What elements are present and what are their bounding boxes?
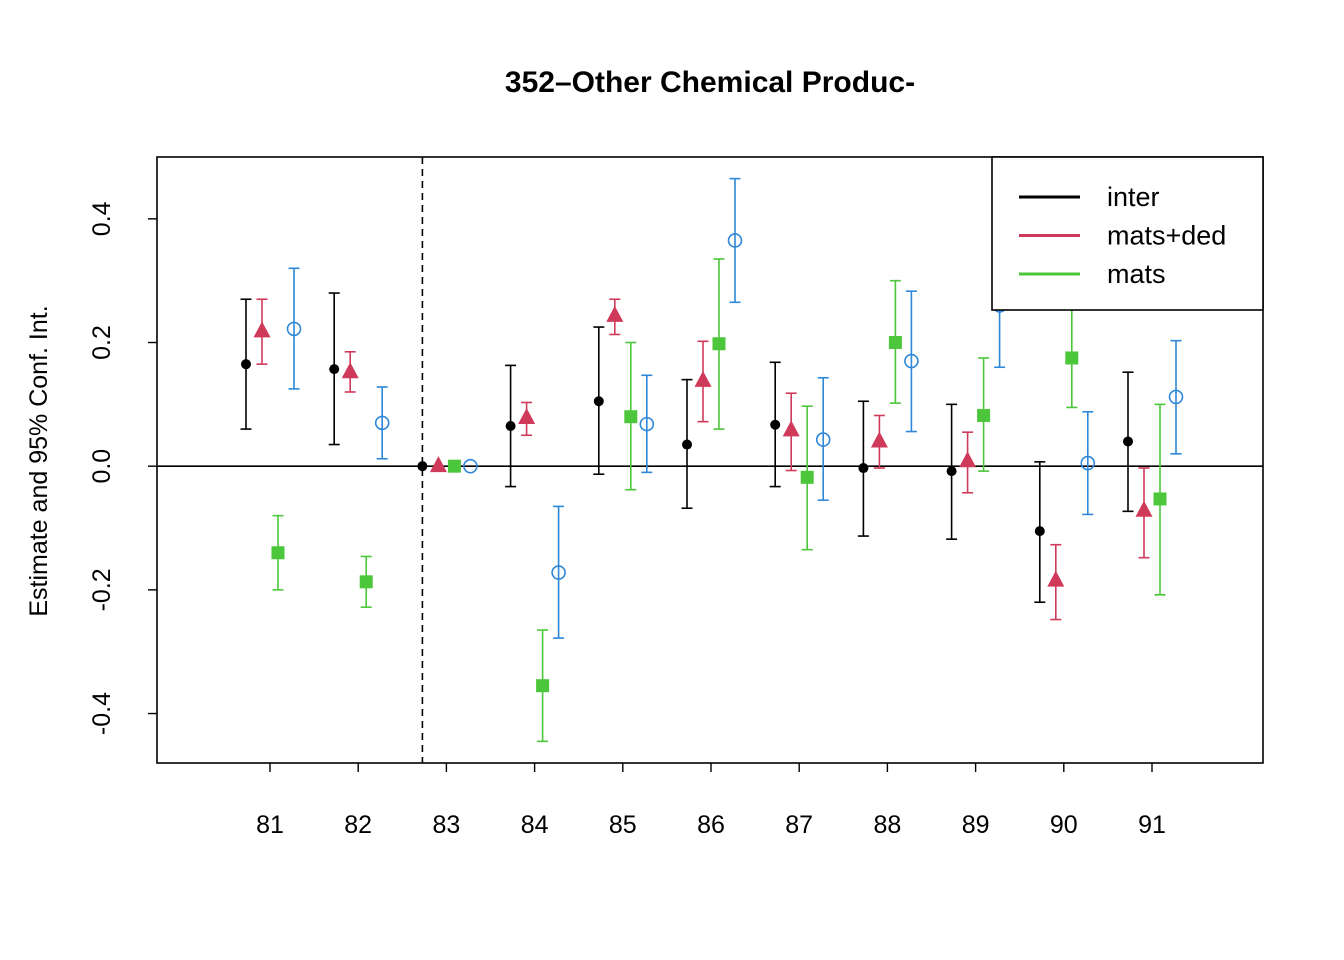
point [518,407,536,424]
x-axis: 81 82 83 84 85 86 87 88 89 90 91 [256,763,1166,839]
point [624,410,638,424]
point [1047,570,1065,587]
error-bar [641,374,653,474]
point [959,451,977,468]
point [888,336,902,350]
legend-label: mats [1107,259,1166,289]
point [286,321,302,337]
point [271,546,285,560]
legend: inter mats+ded mats [991,156,1264,311]
plot-marks [240,177,1184,743]
point [606,305,624,322]
error-bar [817,376,829,501]
point [712,337,726,351]
x-tick-label: 85 [609,811,637,839]
point [770,419,781,430]
legend-box [991,156,1264,311]
point [505,420,516,431]
point [815,432,831,447]
error-bar [729,177,741,304]
point [694,370,712,387]
point [800,470,814,484]
y-axis: -0.4 -0.2 0.0 0.2 0.4 [88,201,157,735]
point [417,461,428,472]
x-tick-label: 84 [521,811,549,839]
x-tick-label: 89 [962,811,990,839]
point [904,353,919,369]
point [946,466,957,477]
x-tick-label: 87 [785,811,813,839]
point [1080,455,1096,471]
error-bar [376,386,388,460]
point [727,233,743,248]
y-tick-label: 0.4 [88,201,116,236]
point [593,396,604,407]
point [1135,500,1153,517]
reference-lines [157,157,1263,763]
x-tick-label: 83 [432,811,460,839]
x-tick-label: 86 [697,811,725,839]
y-tick-label: -0.4 [88,692,116,735]
x-tick-label: 88 [873,811,901,839]
legend-label: inter [1107,182,1160,212]
y-axis-label: Estimate and 95% Conf. Int. [25,305,53,616]
point [977,408,991,422]
point [359,575,373,589]
point [858,463,869,474]
point [682,439,692,450]
point [1123,436,1133,447]
series-0 [240,292,1134,604]
point [1168,389,1184,405]
error-bar [553,505,565,639]
y-tick-label: 0.2 [88,325,116,360]
point [551,565,566,580]
x-tick-label: 82 [344,811,372,839]
point [536,679,550,693]
point [1153,492,1167,506]
chart-title: 352–Other Chemical Produc- [505,66,915,99]
point [241,359,251,370]
point [639,416,655,432]
series-1 [253,298,1153,621]
series-3 [286,177,1184,639]
error-bar [1082,410,1094,516]
series-2 [271,258,1167,743]
point [429,456,447,473]
point [782,420,800,437]
point [1065,351,1079,365]
point [870,431,888,448]
x-tick-label: 91 [1138,811,1166,839]
point [341,362,359,379]
legend-label: mats+ded [1107,221,1226,251]
y-tick-label: 0.0 [88,449,116,484]
y-tick-label: -0.2 [88,568,116,611]
error-bar [288,267,300,390]
point [1034,526,1045,537]
error-bar [905,290,917,433]
point [374,415,390,431]
error-bar [1170,339,1182,455]
x-tick-label: 90 [1050,811,1078,839]
point [447,459,461,473]
point [253,321,271,338]
x-tick-label: 81 [256,811,284,839]
point [463,458,478,474]
plot-frame [156,156,1264,764]
point [329,364,340,375]
